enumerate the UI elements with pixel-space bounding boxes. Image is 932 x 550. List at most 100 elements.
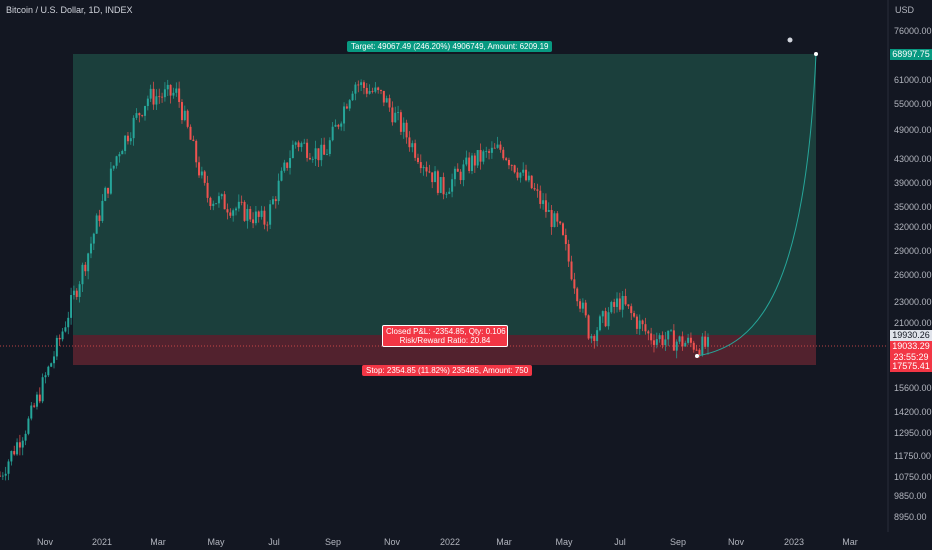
candle-body bbox=[416, 157, 419, 163]
symbol-title[interactable]: Bitcoin / U.S. Dollar, 1D, INDEX bbox=[6, 5, 133, 15]
replay-icon[interactable] bbox=[787, 37, 793, 43]
countdown-box: 23:55:29 bbox=[890, 352, 932, 363]
price-tick: 55000.00 bbox=[894, 99, 932, 109]
candle-body bbox=[161, 96, 164, 98]
candle-body bbox=[488, 151, 491, 153]
candle-body bbox=[507, 159, 510, 166]
candle-body bbox=[274, 199, 277, 202]
candles-layer bbox=[0, 79, 709, 481]
time-tick: Jul bbox=[268, 537, 280, 547]
candle-body bbox=[135, 113, 138, 118]
candle-body bbox=[98, 215, 101, 221]
candle-body bbox=[667, 330, 670, 340]
price-tick: 14200.00 bbox=[894, 407, 932, 417]
candle-body bbox=[195, 140, 198, 163]
time-tick: Nov bbox=[727, 537, 745, 547]
candle-body bbox=[388, 98, 391, 108]
candle-body bbox=[217, 196, 220, 204]
candle-body bbox=[343, 106, 346, 124]
candle-body bbox=[601, 311, 604, 317]
candle-body bbox=[655, 339, 658, 345]
candle-body bbox=[297, 142, 300, 148]
candle-body bbox=[397, 112, 400, 113]
candle-body bbox=[41, 377, 44, 402]
candle-body bbox=[542, 200, 545, 204]
candle-body bbox=[314, 148, 317, 159]
projection-start-dot bbox=[695, 354, 699, 358]
price-tick: 11750.00 bbox=[894, 451, 931, 461]
price-tick: 21000.00 bbox=[894, 318, 932, 328]
time-tick: May bbox=[555, 537, 573, 547]
candle-body bbox=[411, 143, 414, 148]
candle-body bbox=[215, 203, 218, 205]
candle-body bbox=[172, 92, 175, 96]
candle-body bbox=[647, 331, 650, 334]
projection-curve bbox=[696, 53, 817, 357]
candle-body bbox=[471, 155, 473, 171]
candle-body bbox=[70, 295, 73, 318]
candle-body bbox=[536, 189, 539, 191]
candle-body bbox=[7, 461, 10, 474]
candle-body bbox=[84, 264, 87, 272]
candle-body bbox=[371, 91, 374, 92]
candle-body bbox=[462, 164, 465, 181]
candle-body bbox=[325, 153, 328, 155]
candle-body bbox=[402, 122, 405, 132]
candle-body bbox=[10, 451, 13, 462]
candle-body bbox=[695, 349, 698, 351]
candle-body bbox=[55, 337, 58, 357]
time-tick: Jul bbox=[614, 537, 626, 547]
stop-price-box: 17575.41 bbox=[890, 361, 932, 372]
candle-body bbox=[579, 301, 582, 309]
candle-body bbox=[166, 84, 169, 90]
projection-end-dot bbox=[814, 52, 818, 56]
candle-body bbox=[684, 342, 687, 347]
candle-body bbox=[439, 177, 442, 193]
target-badge: Target: 49067.49 (246.20%) 4906749, Amou… bbox=[347, 41, 553, 52]
candle-body bbox=[200, 171, 203, 176]
time-tick: Sep bbox=[324, 537, 342, 547]
candle-body bbox=[399, 112, 402, 132]
candle-body bbox=[436, 171, 439, 193]
candle-body bbox=[607, 312, 610, 327]
candle-body bbox=[58, 337, 61, 340]
candle-body bbox=[263, 210, 266, 225]
candle-body bbox=[357, 84, 360, 86]
candle-body bbox=[394, 112, 397, 123]
candle-body bbox=[573, 279, 576, 289]
candle-body bbox=[348, 100, 351, 109]
candle-body bbox=[482, 151, 485, 162]
candle-body bbox=[277, 180, 280, 202]
candle-body bbox=[78, 284, 81, 297]
candle-body bbox=[613, 302, 616, 307]
candle-body bbox=[556, 213, 559, 222]
candle-body bbox=[652, 340, 655, 345]
candle-body bbox=[158, 96, 161, 98]
candle-body bbox=[112, 165, 115, 169]
candle-body bbox=[124, 135, 127, 151]
candle-body bbox=[510, 165, 513, 167]
candle-body bbox=[249, 208, 252, 220]
candle-body bbox=[286, 162, 289, 168]
candle-body bbox=[271, 199, 274, 205]
candle-body bbox=[24, 433, 27, 441]
candle-body bbox=[16, 442, 19, 455]
candle-body bbox=[192, 139, 195, 141]
price-tick: 39000.00 bbox=[894, 178, 932, 188]
candle-body bbox=[75, 290, 78, 297]
candle-body bbox=[323, 144, 326, 155]
candle-body bbox=[198, 162, 201, 176]
candle-body bbox=[141, 115, 144, 117]
candle-body bbox=[519, 172, 522, 178]
candle-body bbox=[502, 149, 505, 159]
candle-body bbox=[522, 169, 525, 173]
candle-body bbox=[544, 200, 547, 212]
candle-body bbox=[95, 215, 98, 234]
candle-body bbox=[547, 209, 550, 212]
candle-body bbox=[550, 209, 553, 227]
candle-body bbox=[189, 126, 192, 140]
time-tick: Mar bbox=[496, 537, 512, 547]
candle-body bbox=[104, 187, 107, 201]
candle-body bbox=[570, 261, 573, 280]
